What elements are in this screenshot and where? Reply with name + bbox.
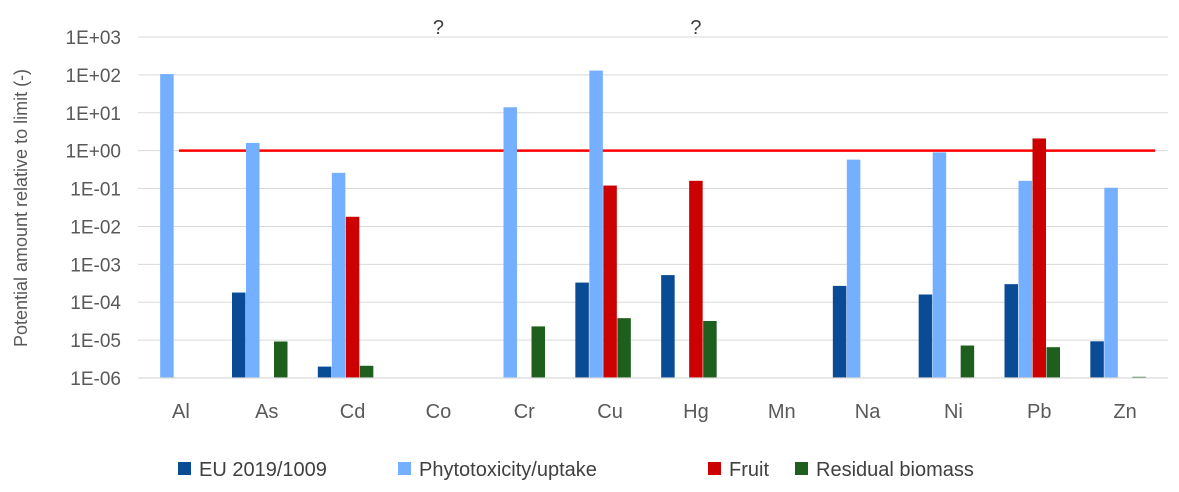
x-tick-label: Pb xyxy=(1027,401,1051,423)
y-tick-label: 1E+00 xyxy=(66,142,121,163)
x-tick-label: Hg xyxy=(683,401,709,423)
bar xyxy=(1090,341,1104,378)
bar xyxy=(232,292,246,378)
bar xyxy=(1046,347,1060,378)
y-tick-label: 1E+02 xyxy=(66,66,121,87)
annotations: ?? xyxy=(433,17,702,39)
legend-label: EU 2019/1009 xyxy=(199,459,327,481)
bar xyxy=(589,70,603,378)
y-tick-label: 1E+01 xyxy=(66,104,121,125)
y-axis-tick-labels: 1E-06 1E-05 1E-04 1E-03 1E-02 1E-01 1E+00 1E+01… xyxy=(66,28,122,390)
bar xyxy=(1032,138,1046,378)
bar xyxy=(703,320,717,378)
bar xyxy=(345,216,360,378)
bar xyxy=(246,142,260,378)
legend-swatch xyxy=(398,462,411,475)
x-tick-label: Mn xyxy=(768,401,796,423)
y-axis-title: Potential amount relative to limit (-) xyxy=(11,69,31,347)
legend-label: Phytotoxicity/uptake xyxy=(419,459,597,481)
bar xyxy=(331,172,346,378)
y-tick-label: 1E-04 xyxy=(70,293,121,314)
y-tick-label: 1E+03 xyxy=(66,28,121,49)
bars xyxy=(160,70,1146,378)
bar xyxy=(317,366,332,378)
bar xyxy=(1004,284,1018,378)
bar xyxy=(1018,180,1032,378)
x-tick-label: Al xyxy=(172,401,190,423)
bar xyxy=(960,345,975,378)
bar xyxy=(603,185,617,378)
bar xyxy=(689,180,703,378)
bar xyxy=(1104,187,1118,378)
legend-label: Residual biomass xyxy=(816,459,974,481)
x-tick-label: Co xyxy=(426,401,452,423)
legend-swatch xyxy=(178,462,191,475)
x-axis-category-labels: Al As Cd Co Cr Cu Hg Mn Na Ni Pb Zn xyxy=(172,401,1137,423)
annotation-text: ? xyxy=(690,17,701,39)
x-tick-label: Cr xyxy=(514,401,535,423)
bar xyxy=(160,74,174,378)
x-tick-label: Cd xyxy=(340,401,366,423)
x-tick-label: Na xyxy=(855,401,881,423)
bar xyxy=(531,326,545,378)
y-tick-label: 1E-05 xyxy=(70,331,121,352)
legend-swatch xyxy=(708,462,721,475)
annotation-text: ? xyxy=(433,17,444,39)
bar xyxy=(918,294,933,378)
legend: EU 2019/1009 Phytotoxicity/uptake Fruit Res… xyxy=(178,459,974,481)
bar xyxy=(274,341,288,378)
bar xyxy=(503,107,517,378)
bar xyxy=(932,152,947,378)
x-tick-label: Zn xyxy=(1113,401,1136,423)
y-tick-label: 1E-01 xyxy=(70,180,121,201)
legend-label: Fruit xyxy=(729,459,769,481)
x-tick-label: Ni xyxy=(944,401,963,423)
bar xyxy=(359,365,374,378)
bar xyxy=(575,282,589,378)
y-tick-label: 1E-03 xyxy=(70,255,121,276)
y-tick-label: 1E-06 xyxy=(70,369,121,390)
bar xyxy=(661,275,675,378)
x-tick-label: As xyxy=(255,401,278,423)
bar xyxy=(617,318,631,378)
y-tick-label: 1E-02 xyxy=(70,217,121,238)
bar xyxy=(846,159,861,378)
x-tick-label: Cu xyxy=(597,401,623,423)
bar xyxy=(832,285,847,378)
legend-swatch xyxy=(795,462,808,475)
